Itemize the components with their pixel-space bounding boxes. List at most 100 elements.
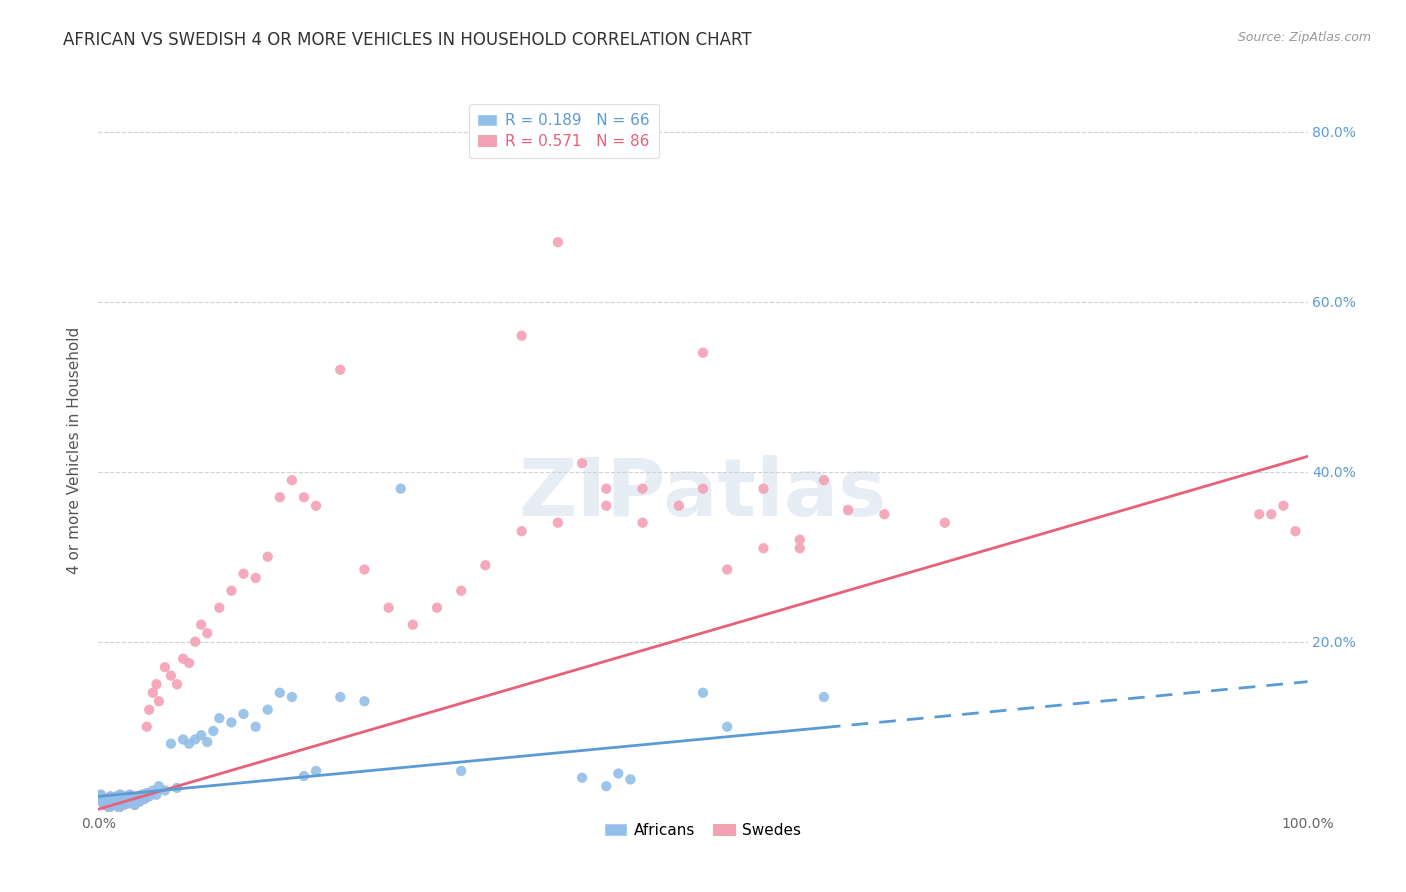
Point: [450, 583, 472, 598]
Point: [221, 583, 243, 598]
Point: [135, 720, 157, 734]
Point: [153, 783, 176, 797]
Point: [377, 600, 399, 615]
Point: [121, 792, 143, 806]
Text: Source: ZipAtlas.com: Source: ZipAtlas.com: [1237, 31, 1371, 45]
Point: [1284, 524, 1306, 539]
Point: [1249, 507, 1271, 521]
Point: [281, 473, 304, 487]
Point: [221, 715, 243, 730]
Point: [166, 677, 188, 691]
Point: [172, 732, 194, 747]
Point: [108, 800, 131, 814]
Point: [111, 796, 134, 810]
Point: [184, 732, 207, 747]
Point: [232, 566, 254, 581]
Point: [510, 524, 533, 539]
Point: [1272, 499, 1295, 513]
Point: [90, 788, 112, 802]
Point: [160, 669, 183, 683]
Point: [195, 735, 218, 749]
Point: [121, 792, 143, 806]
Point: [256, 703, 278, 717]
Point: [100, 795, 122, 809]
Point: [631, 482, 654, 496]
Point: [752, 482, 775, 496]
Point: [131, 788, 153, 802]
Point: [789, 541, 811, 556]
Point: [115, 789, 138, 804]
Point: [607, 766, 630, 780]
Point: [100, 789, 122, 804]
Point: [166, 780, 188, 795]
Point: [145, 677, 167, 691]
Point: [837, 503, 859, 517]
Point: [184, 634, 207, 648]
Point: [127, 789, 149, 804]
Point: [934, 516, 956, 530]
Point: [305, 764, 328, 778]
Y-axis label: 4 or more Vehicles in Household: 4 or more Vehicles in Household: [67, 326, 83, 574]
Point: [510, 328, 533, 343]
Point: [120, 795, 142, 809]
Point: [389, 482, 412, 496]
Point: [138, 789, 160, 804]
Point: [108, 800, 131, 814]
Point: [97, 796, 120, 810]
Point: [281, 690, 304, 704]
Point: [208, 711, 231, 725]
Point: [96, 792, 118, 806]
Point: [426, 600, 449, 615]
Point: [105, 789, 128, 804]
Point: [96, 792, 118, 806]
Point: [202, 723, 225, 738]
Point: [269, 686, 291, 700]
Point: [124, 797, 146, 812]
Point: [353, 694, 375, 708]
Point: [114, 795, 136, 809]
Point: [91, 796, 114, 810]
Point: [179, 737, 201, 751]
Point: [117, 792, 139, 806]
Point: [256, 549, 278, 564]
Point: [631, 516, 654, 530]
Point: [103, 792, 125, 806]
Point: [329, 362, 352, 376]
Point: [208, 600, 231, 615]
Point: [668, 499, 690, 513]
Point: [571, 771, 593, 785]
Point: [292, 769, 315, 783]
Point: [474, 558, 496, 573]
Point: [813, 473, 835, 487]
Point: [142, 686, 165, 700]
Point: [108, 788, 131, 802]
Point: [153, 660, 176, 674]
Point: [91, 792, 114, 806]
Point: [91, 792, 114, 806]
Point: [148, 694, 170, 708]
Point: [110, 792, 132, 806]
Point: [100, 789, 122, 804]
Point: [118, 796, 141, 810]
Point: [100, 795, 122, 809]
Point: [101, 797, 124, 812]
Point: [353, 562, 375, 576]
Point: [292, 490, 315, 504]
Point: [94, 795, 117, 809]
Point: [134, 792, 156, 806]
Point: [402, 617, 425, 632]
Point: [98, 800, 121, 814]
Text: AFRICAN VS SWEDISH 4 OR MORE VEHICLES IN HOUSEHOLD CORRELATION CHART: AFRICAN VS SWEDISH 4 OR MORE VEHICLES IN…: [63, 31, 752, 49]
Point: [93, 797, 115, 812]
Point: [450, 764, 472, 778]
Point: [117, 792, 139, 806]
Point: [245, 720, 267, 734]
Point: [547, 516, 569, 530]
Point: [245, 571, 267, 585]
Point: [107, 795, 129, 809]
Point: [103, 792, 125, 806]
Point: [107, 795, 129, 809]
Point: [97, 796, 120, 810]
Point: [716, 562, 738, 576]
Point: [91, 796, 114, 810]
